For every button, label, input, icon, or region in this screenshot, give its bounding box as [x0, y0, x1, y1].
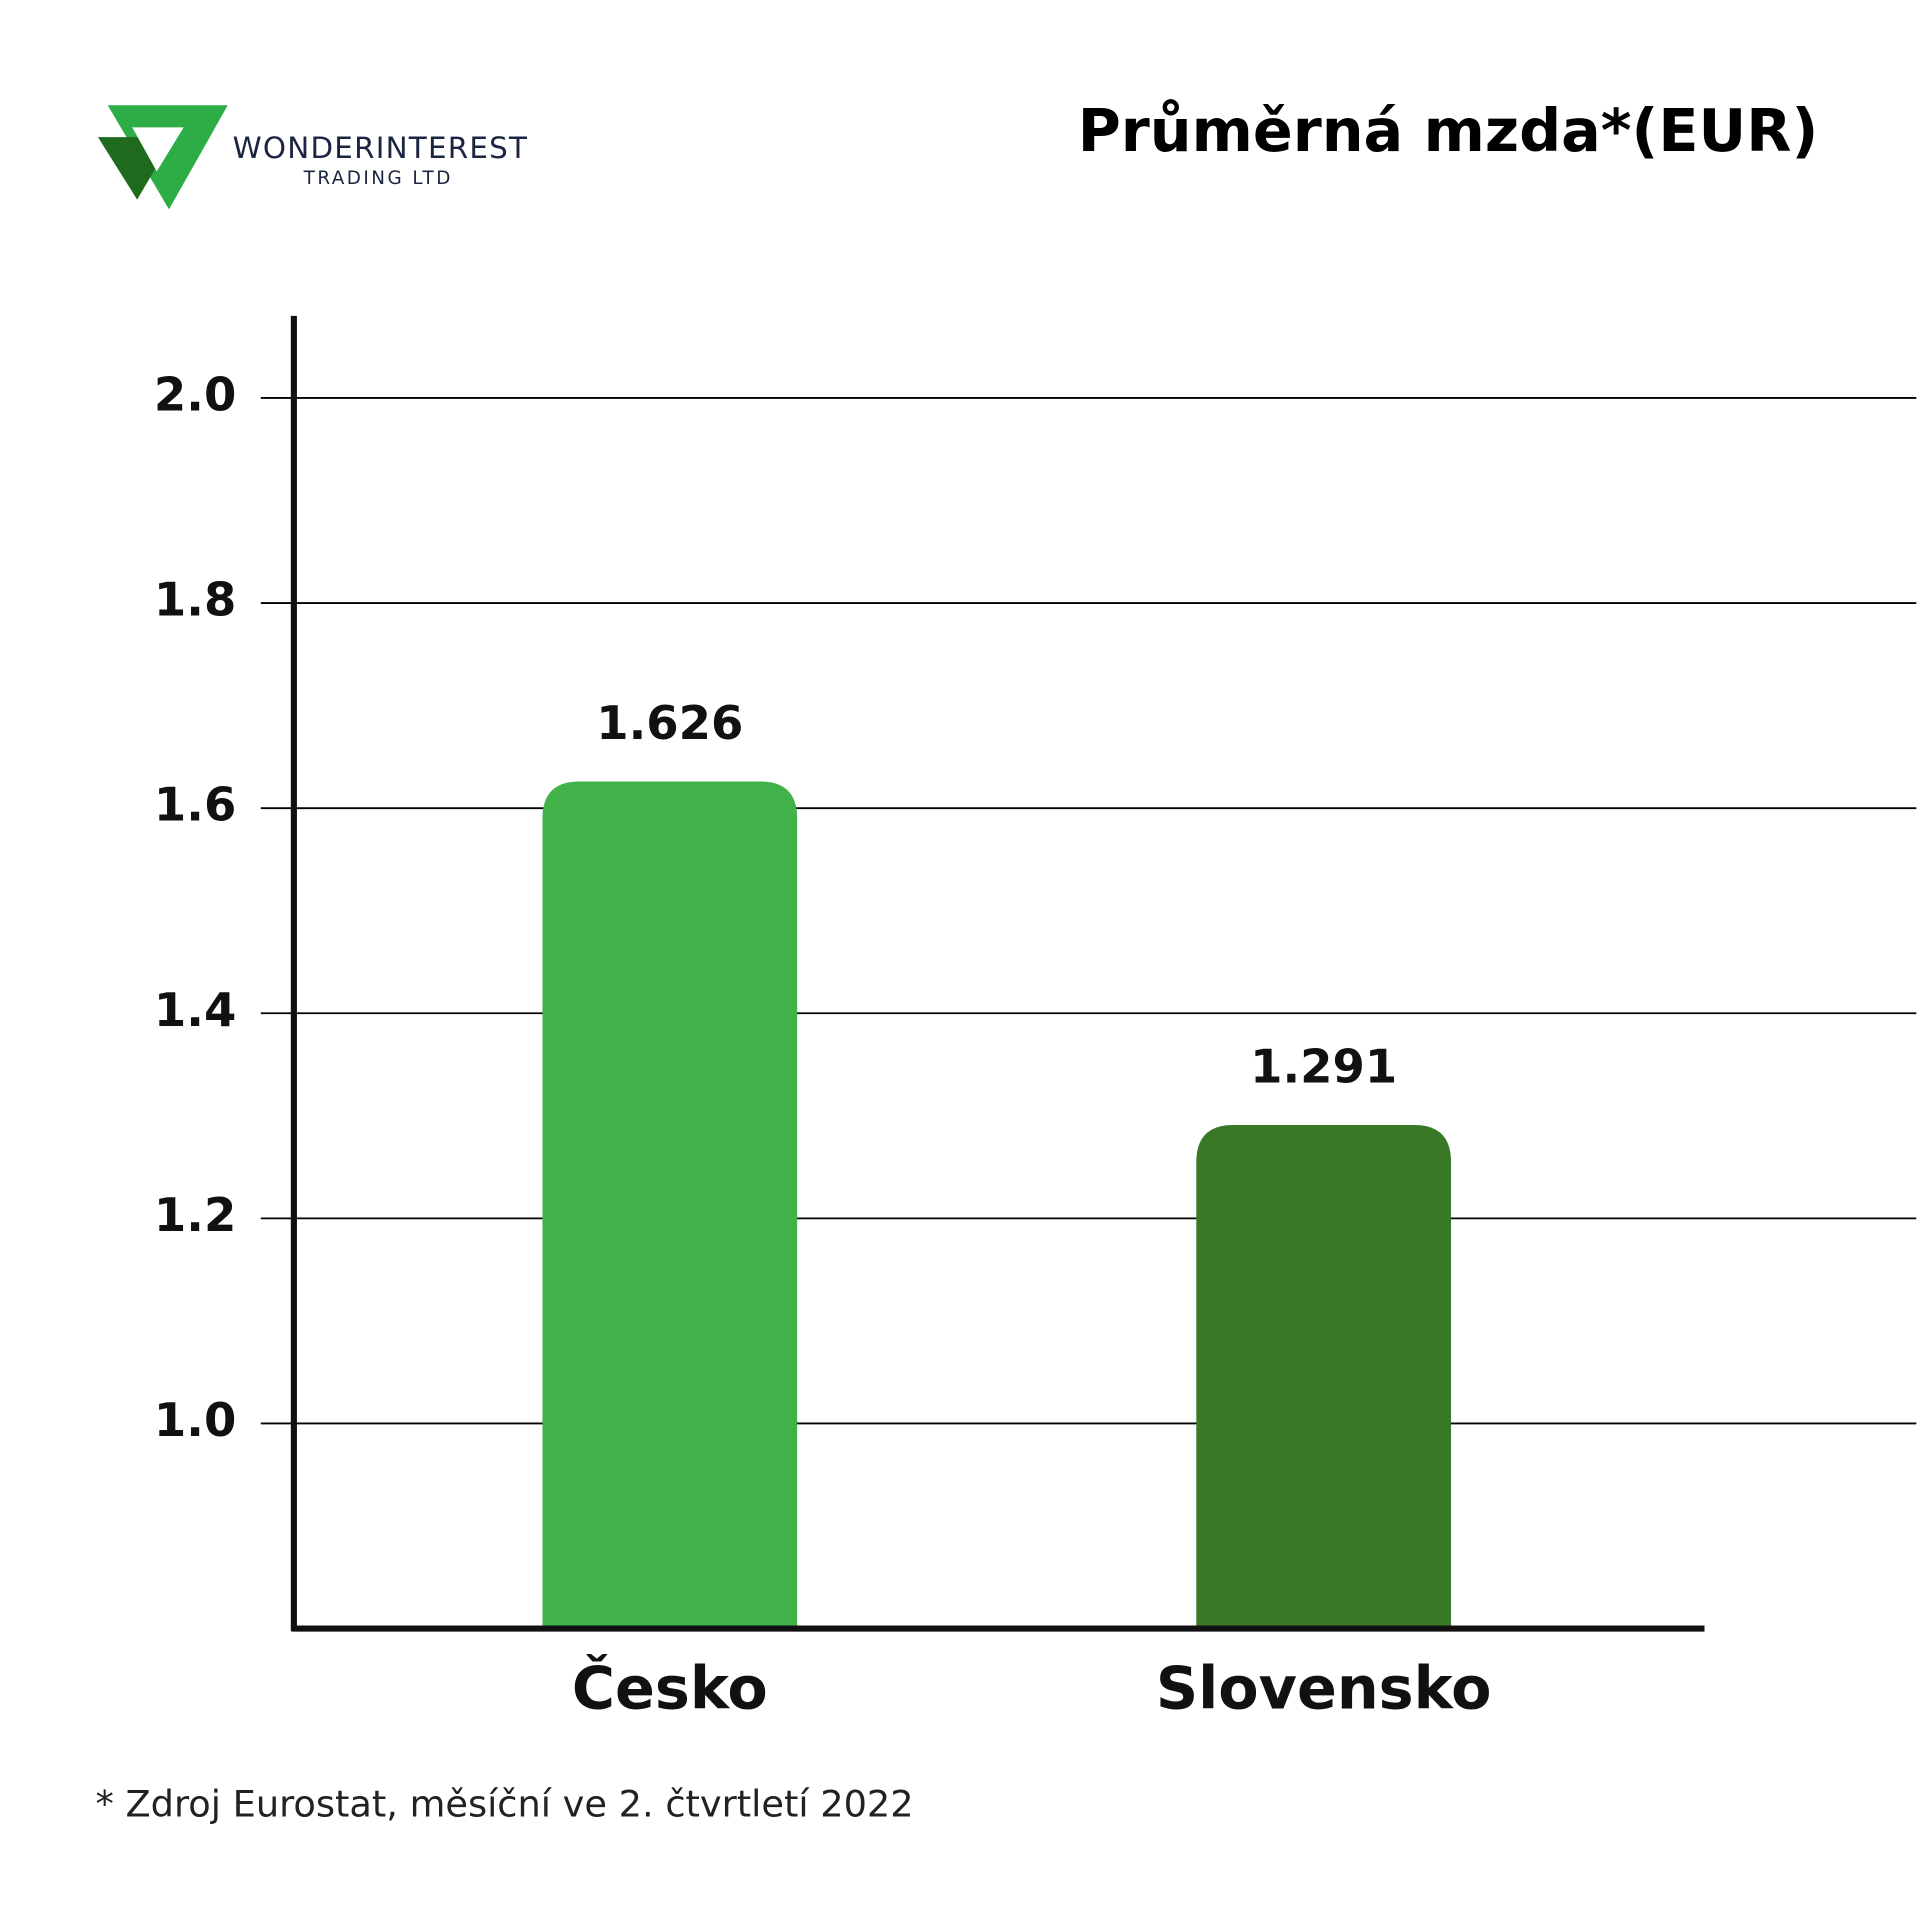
value-label: 1.626 — [596, 696, 743, 750]
logo-tagline: TRADING LTD — [303, 168, 453, 189]
value-label: 1.291 — [1250, 1039, 1397, 1093]
y-tick-label: 1.0 — [154, 1393, 236, 1447]
bar — [542, 781, 798, 1629]
y-tick-label: 1.8 — [154, 573, 236, 627]
x-tick-label: Slovensko — [1156, 1653, 1492, 1722]
y-tick-label: 2.0 — [154, 367, 236, 421]
x-tick-label: Česko — [572, 1653, 768, 1722]
logo-name: WONDERINTEREST — [233, 131, 529, 165]
footnote: * Zdroj Eurostat, měsíční ve 2. čtvrtlet… — [96, 1783, 914, 1826]
bar — [1196, 1125, 1452, 1629]
chart-title: Průměrná mzda*(EUR) — [1078, 96, 1819, 165]
y-tick-label: 1.2 — [154, 1188, 236, 1242]
y-tick-label: 1.6 — [154, 778, 236, 832]
y-tick-label: 1.4 — [154, 983, 236, 1037]
logo: WONDERINTEREST TRADING LTD — [97, 105, 529, 210]
logo-mark — [132, 127, 184, 172]
